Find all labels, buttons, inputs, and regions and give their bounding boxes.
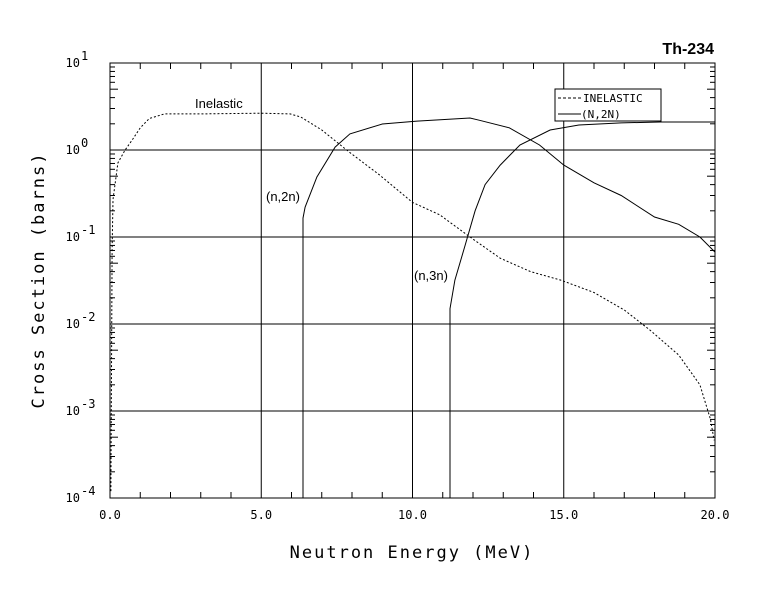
annotation-inelastic: Inelastic [195,96,243,111]
y-tick-label-base: 10 [66,230,80,244]
y-tick-label-base: 10 [66,491,80,505]
series-line-n3n [449,121,715,498]
y-tick-label-exponent: -2 [81,310,95,324]
y-tick-label-exponent: 0 [81,136,88,150]
legend-label-inelastic: INELASTIC [583,92,643,105]
x-tick-label: 15.0 [549,508,578,522]
series-line-n2n [302,117,716,498]
y-tick-label-exponent: -1 [81,223,95,237]
y-tick-label-exponent: -3 [81,397,95,411]
x-tick-label: 5.0 [250,508,272,522]
y-tick-label-base: 10 [66,404,80,418]
chart-title: Th-234 [662,41,714,58]
x-axis-title: Neutron Energy (MeV) [290,543,535,563]
legend-box [554,88,662,122]
legend-label-n2n: (N,2N) [581,108,621,121]
annotation-n3n: (n,3n) [414,268,448,283]
y-tick-label-base: 10 [66,56,80,70]
x-tick-label: 10.0 [398,508,427,522]
grid [110,63,715,498]
x-tick-label: 20.0 [701,508,730,522]
series-group [110,112,716,498]
x-tick-label: 0.0 [99,508,121,522]
y-tick-label-exponent: 1 [81,49,88,63]
legend: INELASTIC (N,2N) [554,88,662,122]
ticks [110,63,715,498]
annotation-n2n: (n,2n) [266,189,300,204]
y-tick-label-base: 10 [66,143,80,157]
y-axis-title: Cross Section (barns) [29,152,49,409]
y-tick-label-exponent: -4 [81,484,95,498]
y-tick-label-base: 10 [66,317,80,331]
plot-frame [109,62,716,499]
